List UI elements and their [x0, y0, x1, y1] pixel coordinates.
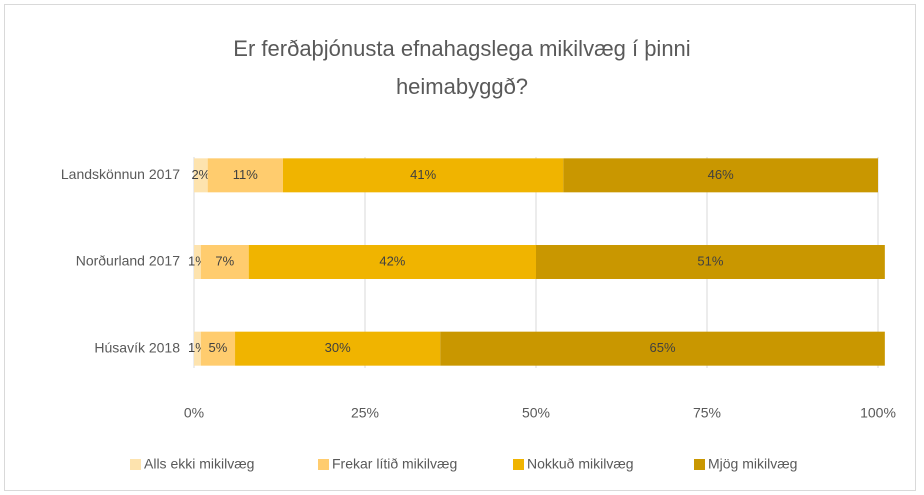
legend-swatch [694, 459, 705, 470]
x-tick-label: 100% [860, 405, 896, 421]
legend-label: Nokkuð mikilvæg [527, 456, 634, 472]
bar-segment [440, 331, 885, 366]
data-label: 30% [325, 340, 351, 355]
data-label: 46% [708, 167, 734, 182]
bar-segment [248, 245, 536, 279]
bar-segment [235, 331, 441, 366]
bar-segment [536, 245, 885, 279]
bar-segment [200, 331, 236, 366]
legend-swatch [130, 459, 141, 470]
y-tick-label: Landskönnun 2017 [61, 166, 180, 182]
data-label: 5% [209, 340, 228, 355]
bar-segment [207, 158, 283, 193]
data-label: 11% [233, 167, 258, 182]
bar-segment [194, 245, 201, 279]
bar-segment [200, 245, 249, 279]
y-tick-label: Húsavík 2018 [94, 339, 180, 355]
legend-label: Mjög mikilvæg [708, 456, 797, 472]
bar-segment [563, 158, 878, 193]
bar-segment [194, 331, 201, 366]
x-tick-label: 75% [693, 405, 721, 421]
data-label: 42% [379, 253, 405, 268]
y-tick-label: Norðurland 2017 [76, 253, 181, 269]
bar-segment [282, 158, 564, 193]
bar-segment [194, 158, 208, 193]
chart-title: Er ferðaþjónusta efnahagslega mikilvæg í… [233, 36, 691, 99]
data-label: 41% [410, 167, 436, 182]
x-tick-label: 50% [522, 405, 550, 421]
legend-swatch [318, 459, 329, 470]
data-label: 65% [650, 340, 676, 355]
legend-swatch [513, 459, 524, 470]
legend-label: Alls ekki mikilvæg [144, 456, 254, 472]
x-tick-label: 25% [351, 405, 379, 421]
x-tick-label: 0% [184, 405, 204, 421]
data-label: 2% [191, 167, 210, 182]
data-label: 7% [215, 253, 234, 268]
data-label: 51% [697, 253, 723, 268]
legend-label: Frekar lítið mikilvæg [332, 456, 457, 472]
